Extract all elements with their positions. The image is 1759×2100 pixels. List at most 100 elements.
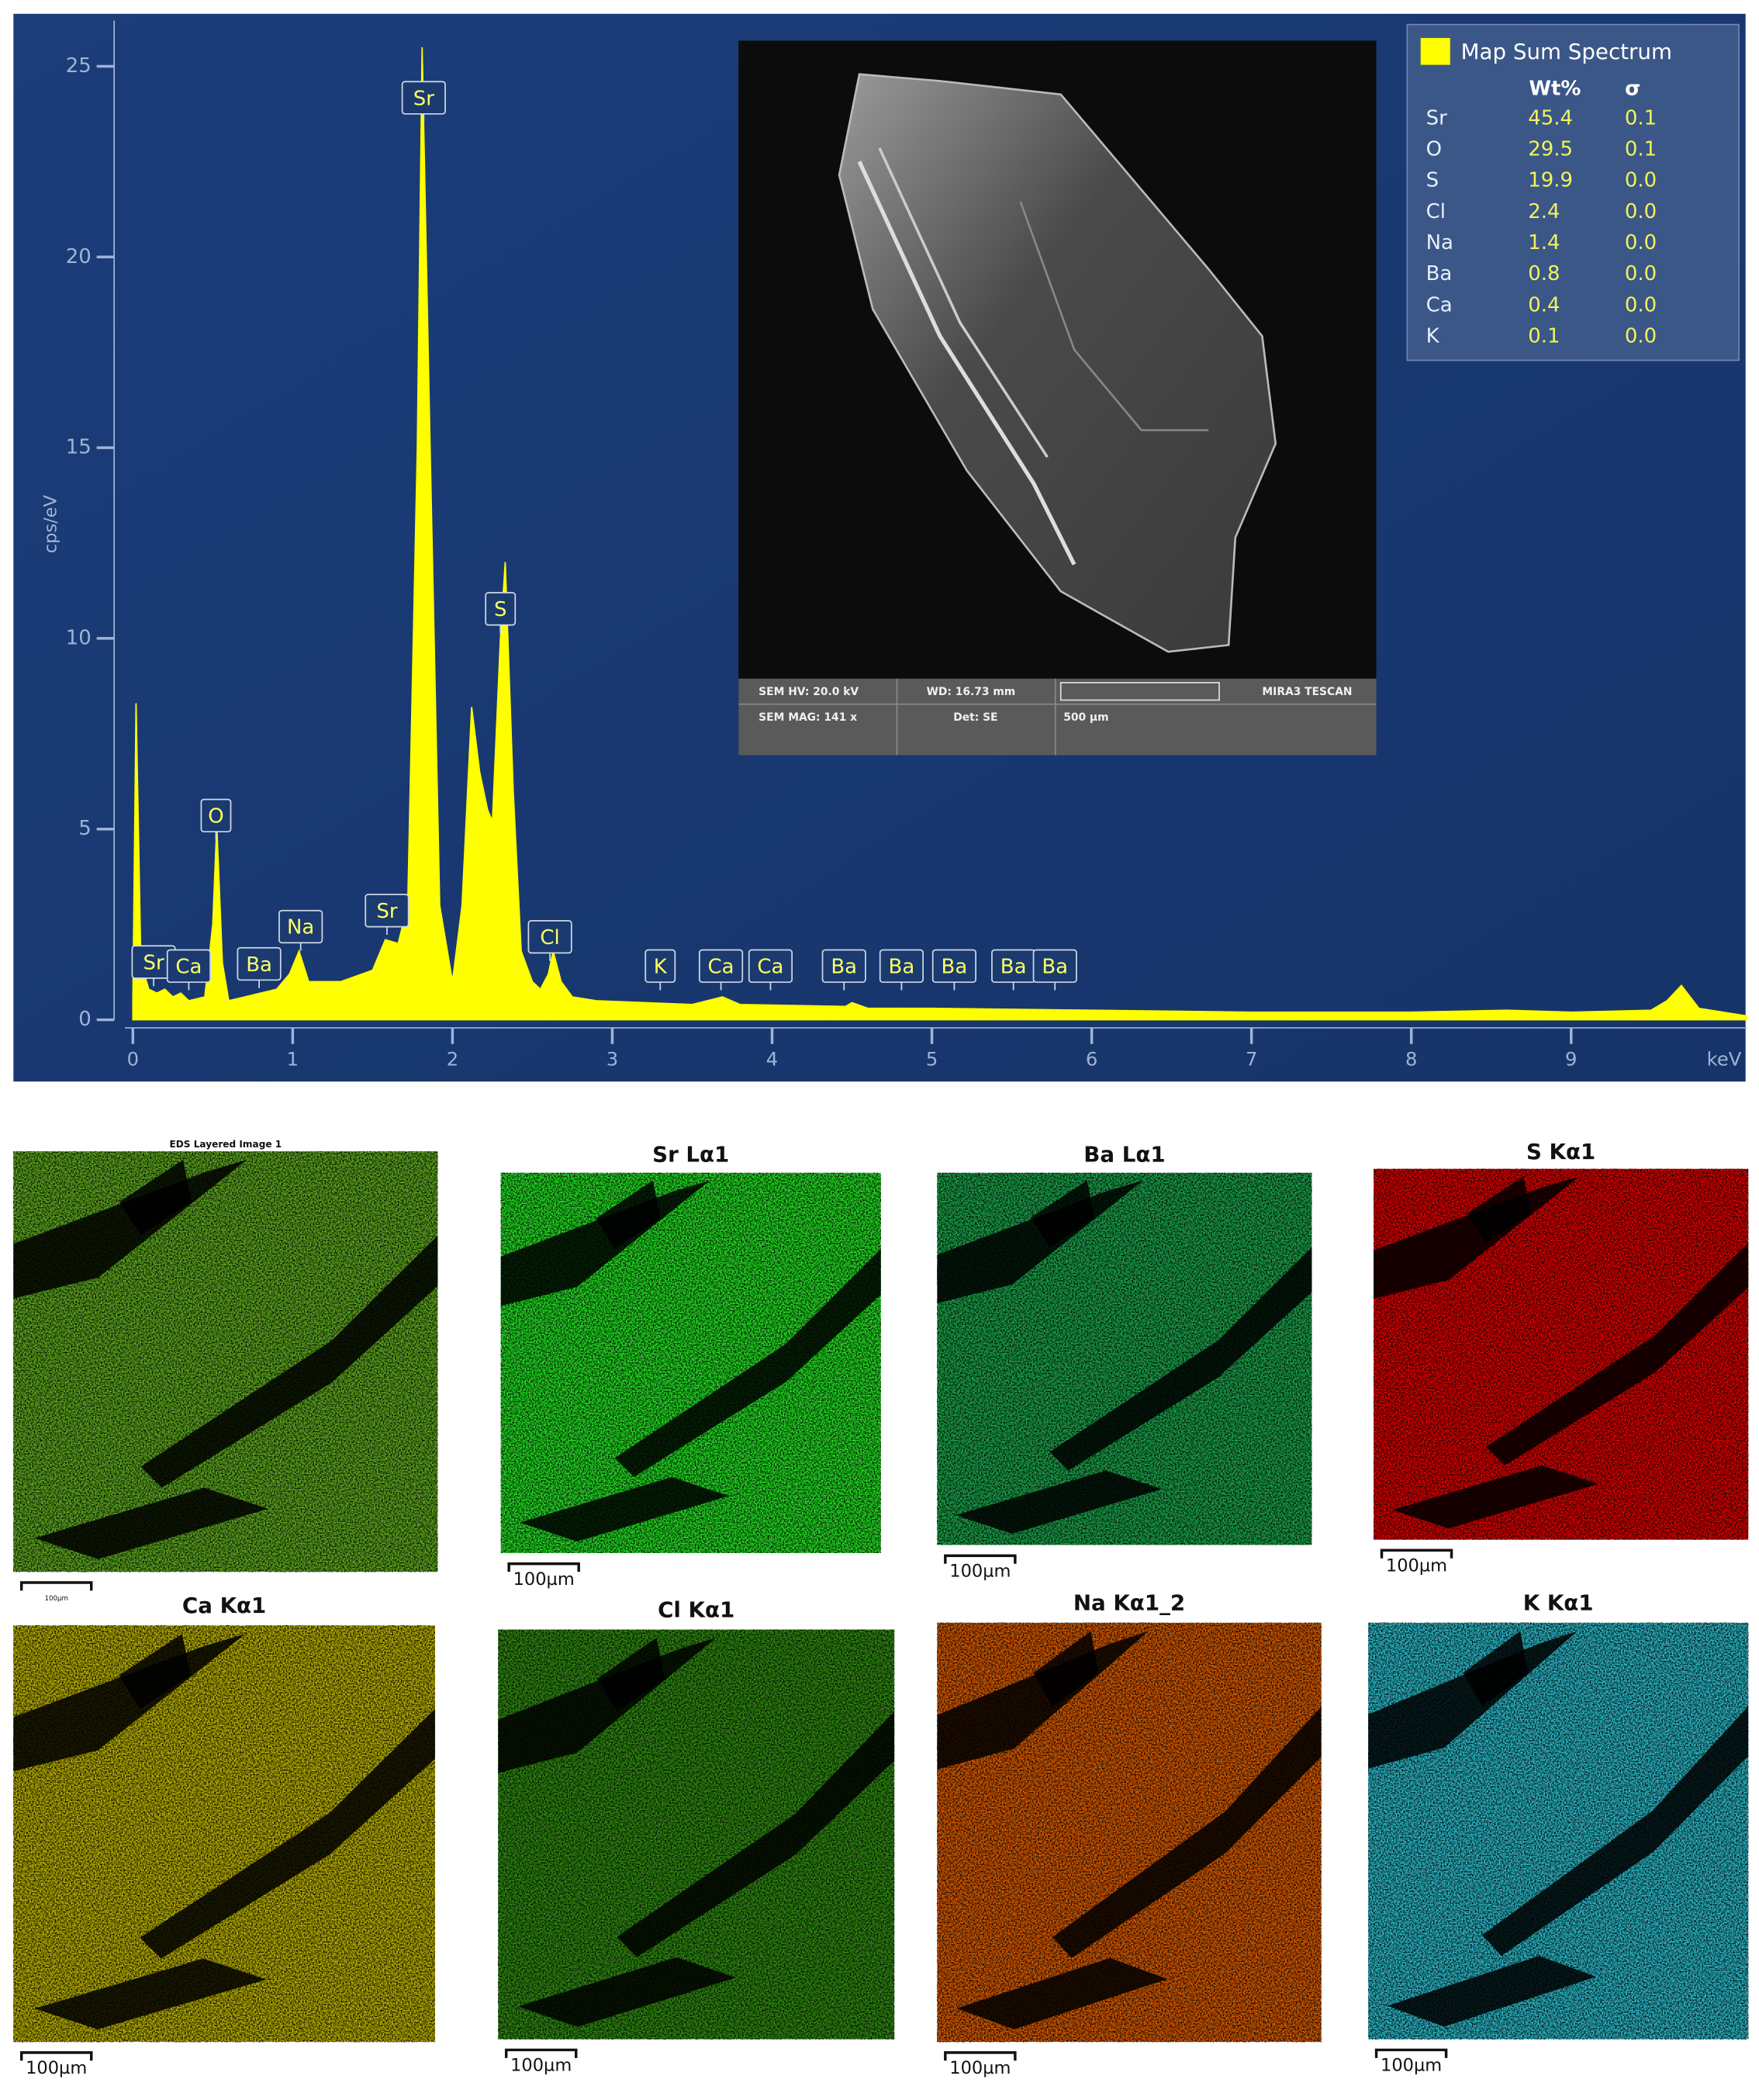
map-shadow xyxy=(119,1160,192,1236)
x-tick-label: 5 xyxy=(926,1048,938,1070)
map-shadow xyxy=(1482,1706,1749,1956)
peak-label-box xyxy=(166,949,211,983)
peak-label-box xyxy=(1032,949,1077,983)
peak-label: Sr xyxy=(413,87,434,110)
map-shadow xyxy=(34,1958,267,2029)
element-map xyxy=(1368,1622,1749,2039)
peak-label: Ca xyxy=(175,956,202,979)
element-map xyxy=(500,1172,881,1553)
table-element: Ca xyxy=(1426,293,1453,317)
map-scale-label: 100µm xyxy=(510,2056,572,2076)
element-map xyxy=(498,1629,895,2039)
map-scale-bar xyxy=(504,2048,578,2058)
map-shadow xyxy=(614,1248,881,1477)
table-element: Cl xyxy=(1426,200,1446,223)
map-title: Ca Kα1 xyxy=(182,1593,266,1618)
table-element: Na xyxy=(1426,231,1453,254)
sem-info-bar xyxy=(738,678,1377,756)
map-scale-bar xyxy=(507,1562,580,1572)
map-title: EDS Layered Image 1 xyxy=(169,1139,282,1150)
crystal-edge xyxy=(857,161,1076,566)
peak-label-box xyxy=(278,909,323,944)
table-value: 0.0 xyxy=(1625,169,1657,192)
map-title: Cl Kα1 xyxy=(658,1597,734,1622)
peak-label: Ca xyxy=(708,956,734,979)
map-scale-bar xyxy=(944,2051,1017,2061)
peak-label: Na xyxy=(287,916,314,939)
table-value: 0.0 xyxy=(1625,262,1657,285)
peak-label: Ca xyxy=(757,956,783,979)
map-shadow xyxy=(617,1711,895,1957)
spectrum-area xyxy=(132,47,1748,1021)
peak-label-box xyxy=(527,919,572,954)
peak-label: Sr xyxy=(143,951,164,974)
map-shadow xyxy=(34,1487,268,1559)
table-value: 19.9 xyxy=(1528,169,1573,192)
sem-info-text: MIRA3 TESCAN xyxy=(1262,686,1352,698)
peak-label-box xyxy=(200,798,232,832)
map-scale-bar xyxy=(944,1554,1017,1564)
map-shadow xyxy=(956,1958,1168,2029)
crystal xyxy=(838,73,1277,653)
element-map xyxy=(13,1625,435,2043)
x-tick-label: 2 xyxy=(447,1048,458,1070)
table-value: 0.0 xyxy=(1625,325,1657,348)
table-value: 2.4 xyxy=(1528,200,1560,223)
map-title: Sr Lα1 xyxy=(652,1141,729,1167)
table-value: 1.4 xyxy=(1528,231,1560,254)
map-scale-bar xyxy=(19,2051,93,2061)
y-tick-label: 5 xyxy=(78,817,92,840)
table-value: 45.4 xyxy=(1528,106,1573,130)
x-tick-label: 4 xyxy=(766,1048,778,1070)
table-element: S xyxy=(1426,169,1439,192)
peak-label-box xyxy=(699,949,744,983)
map-shadow xyxy=(1031,1180,1095,1247)
x-tick-label: 0 xyxy=(127,1048,139,1070)
map-scale-bar xyxy=(19,1581,93,1591)
map-shadow xyxy=(1049,1247,1312,1471)
element-map xyxy=(1374,1168,1749,1540)
peak-label-box xyxy=(879,949,924,983)
map-shadow xyxy=(140,1235,438,1488)
peak-label: Ba xyxy=(1000,956,1027,979)
map-shadow xyxy=(1392,1465,1598,1529)
map-scale-label: 100µm xyxy=(949,2058,1011,2078)
table-header: Wt% xyxy=(1529,77,1581,100)
table-element: Sr xyxy=(1426,106,1447,130)
peak-label: S xyxy=(494,598,506,621)
table-value: 0.8 xyxy=(1528,262,1560,285)
map-title: Na Kα1_2 xyxy=(1073,1590,1185,1616)
sem-scale-bar xyxy=(1059,682,1220,701)
map-scale-bar xyxy=(1374,2048,1448,2058)
table-value: 29.5 xyxy=(1528,138,1573,161)
peak-label-box xyxy=(645,949,676,983)
x-tick-label: 1 xyxy=(287,1048,299,1070)
x-tick-label: 3 xyxy=(606,1048,618,1070)
legend-swatch xyxy=(1420,37,1450,65)
map-scale-label: 100µm xyxy=(26,2058,87,2078)
table-value: 0.4 xyxy=(1528,293,1560,317)
peak-label-box xyxy=(237,946,282,981)
y-tick-label: 0 xyxy=(78,1008,92,1031)
sem-info-text: 500 µm xyxy=(1063,711,1108,724)
peak-label-box xyxy=(365,894,410,928)
y-tick-label: 20 xyxy=(66,245,92,268)
map-shadow xyxy=(956,1470,1163,1534)
peak-label: K xyxy=(654,956,668,979)
y-tick-label: 10 xyxy=(66,626,92,649)
legend-table xyxy=(1406,23,1740,362)
map-title: Ba Lα1 xyxy=(1083,1141,1165,1167)
map-title: K Kα1 xyxy=(1523,1590,1594,1616)
table-element: O xyxy=(1426,138,1442,161)
peak-label: Sr xyxy=(376,900,397,923)
map-shadow xyxy=(1463,1631,1528,1707)
map-scale-label: 100µm xyxy=(949,1562,1011,1582)
y-tick-label: 15 xyxy=(66,436,92,459)
peak-label-box xyxy=(401,81,446,115)
map-scale-label: 100µm xyxy=(513,1569,575,1590)
peak-label: O xyxy=(208,805,223,829)
x-tick-label: 6 xyxy=(1086,1048,1097,1070)
map-scale-bar xyxy=(1380,1548,1453,1559)
